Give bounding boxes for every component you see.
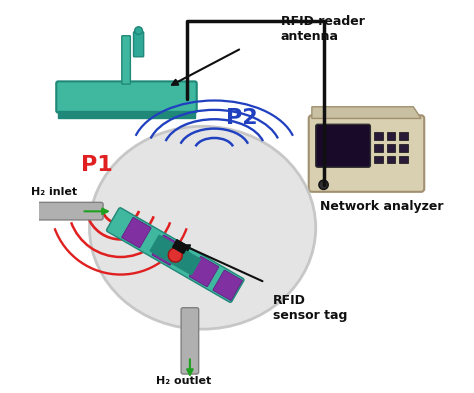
Bar xyxy=(399,132,408,140)
FancyBboxPatch shape xyxy=(189,257,219,287)
Circle shape xyxy=(319,180,328,189)
FancyBboxPatch shape xyxy=(134,32,144,57)
FancyBboxPatch shape xyxy=(122,217,151,248)
Text: H₂ outlet: H₂ outlet xyxy=(156,376,211,386)
FancyBboxPatch shape xyxy=(29,202,103,220)
FancyBboxPatch shape xyxy=(56,81,197,113)
Text: H₂ inlet: H₂ inlet xyxy=(31,187,77,196)
Text: RFID reader
antenna: RFID reader antenna xyxy=(281,15,365,43)
FancyBboxPatch shape xyxy=(150,235,201,275)
Text: P1: P1 xyxy=(82,155,113,175)
Circle shape xyxy=(135,27,143,35)
Text: RFID
sensor tag: RFID sensor tag xyxy=(273,294,347,322)
Text: Network analyzer: Network analyzer xyxy=(319,200,443,213)
Bar xyxy=(374,156,383,163)
FancyBboxPatch shape xyxy=(122,36,130,84)
Bar xyxy=(374,144,383,152)
FancyBboxPatch shape xyxy=(107,208,244,302)
FancyBboxPatch shape xyxy=(181,308,199,374)
Ellipse shape xyxy=(90,126,316,329)
Circle shape xyxy=(168,248,182,262)
FancyBboxPatch shape xyxy=(173,239,188,254)
Bar xyxy=(399,144,408,152)
Polygon shape xyxy=(312,107,421,118)
Bar xyxy=(399,156,408,163)
FancyBboxPatch shape xyxy=(316,124,370,167)
FancyBboxPatch shape xyxy=(213,270,242,300)
Bar xyxy=(374,132,383,140)
FancyBboxPatch shape xyxy=(309,115,424,192)
FancyBboxPatch shape xyxy=(152,235,182,265)
Text: P2: P2 xyxy=(226,108,257,129)
Bar xyxy=(387,132,395,140)
Bar xyxy=(387,144,395,152)
Bar xyxy=(387,156,395,163)
Polygon shape xyxy=(58,111,195,118)
